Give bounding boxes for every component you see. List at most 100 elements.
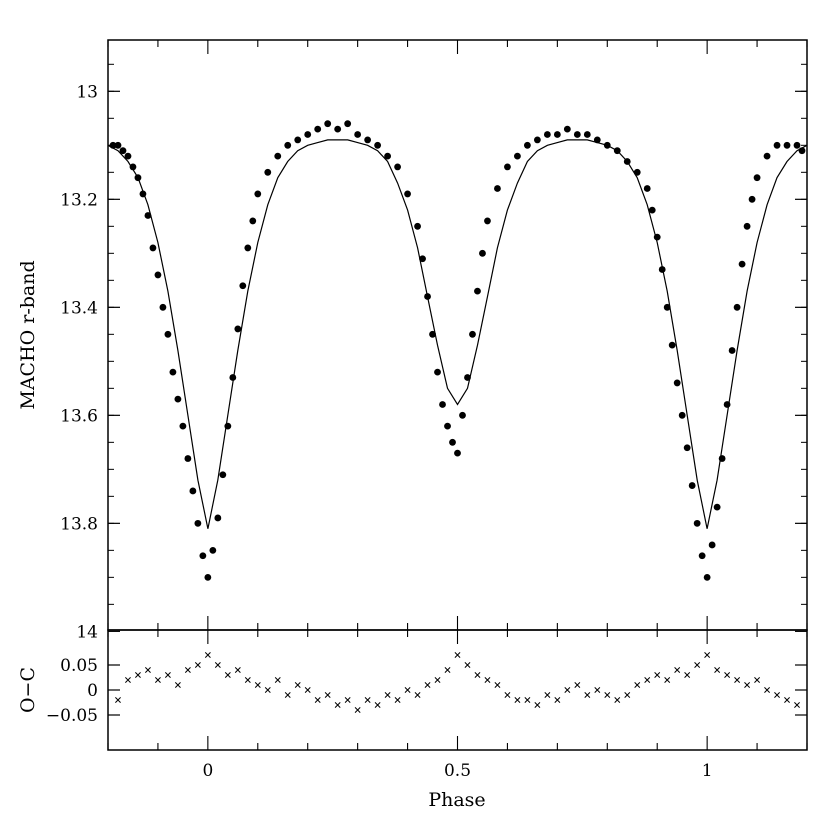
photometry-point (419, 255, 426, 263)
y-tick-label: 13 (76, 82, 98, 102)
photometry-point (658, 266, 666, 273)
x-tick-label: 1 (702, 761, 713, 781)
photometry-point (249, 217, 257, 225)
photometry-point (783, 141, 791, 149)
photometry-point (394, 163, 401, 171)
photometry-point (469, 330, 476, 338)
photometry-point (184, 455, 192, 462)
photometry-point (474, 287, 481, 295)
residuals-frame (107, 629, 808, 751)
residual-point (574, 682, 581, 688)
photometry-point (648, 206, 656, 214)
residual-point (714, 667, 721, 673)
photometry-point (404, 190, 411, 198)
residual-point (534, 702, 541, 708)
residual-point (634, 682, 641, 688)
residual-point (604, 692, 611, 698)
residual-point (374, 702, 381, 708)
photometry-point (718, 455, 726, 462)
photometry-point (274, 152, 282, 160)
residual-point (154, 677, 161, 683)
photometry-point (713, 503, 721, 511)
residual-point (144, 667, 151, 673)
photometry-point (563, 125, 571, 133)
residual-point (694, 662, 701, 668)
photometry-point (189, 487, 197, 495)
residual-point (204, 652, 211, 658)
photometry-point (434, 368, 441, 376)
residual-point (584, 692, 591, 698)
photometry-point (134, 174, 142, 182)
residual-point (384, 692, 391, 698)
residual-point (484, 677, 491, 683)
residual-point (244, 677, 251, 683)
photometry-point (239, 282, 247, 290)
photometry-point (553, 131, 561, 138)
residual-point (754, 677, 761, 683)
photometry-point (593, 136, 601, 144)
photometry-point (144, 212, 152, 219)
residual-point (744, 682, 751, 688)
residual-point (135, 672, 141, 678)
photometry-point (763, 152, 771, 160)
photometry-point (139, 190, 147, 198)
photometry-point (678, 411, 686, 419)
photometry-point (384, 152, 391, 160)
photometry-point (653, 233, 661, 241)
residual-point (324, 692, 331, 698)
photometry-point (673, 379, 681, 387)
photometry-point (439, 401, 446, 408)
residual-point (594, 687, 601, 693)
photometry-point (129, 163, 137, 171)
photometry-point (464, 374, 471, 381)
residual-point (234, 667, 241, 673)
photometry-point (429, 330, 436, 338)
photometry-point (314, 125, 322, 133)
residual-point (774, 692, 780, 698)
residual-points (115, 652, 800, 713)
photometry-point (643, 185, 651, 192)
photometry-point (214, 514, 222, 522)
photometry-point (688, 482, 696, 489)
residual-point (274, 677, 281, 683)
light-curve-y-ticks: 13 13.2 13.4 13.6 13.8 14 (60, 63, 807, 642)
photometry-point (364, 136, 372, 144)
y-tick-label: 13.6 (60, 406, 98, 426)
residual-point (364, 697, 371, 703)
y-tick-label: 13.2 (60, 190, 98, 210)
photometry-point (209, 546, 217, 554)
photometry-point (159, 303, 167, 311)
photometry-point (703, 573, 711, 581)
residual-point (684, 672, 691, 678)
photometry-point (294, 136, 302, 144)
photometry-point (229, 374, 237, 381)
photometry-point (344, 120, 352, 128)
photometry-point (683, 444, 691, 452)
light-curve-frame (107, 39, 808, 631)
residual-point (544, 692, 551, 698)
photometry-point (793, 141, 801, 149)
photometry-point (663, 303, 671, 311)
photometry-point (304, 131, 312, 138)
photometry-point (633, 168, 641, 176)
photometry-point (374, 141, 382, 149)
photometry-point (748, 195, 756, 203)
photometry-point (204, 573, 212, 581)
photometry-point (254, 190, 262, 198)
residual-point (794, 702, 800, 708)
photometry-point (154, 271, 162, 279)
residuals-y-ticks: 0.05 0 −0.05 (46, 656, 807, 726)
residual-point (115, 697, 121, 703)
photometry-point (613, 147, 621, 155)
residual-point (444, 667, 451, 673)
photometry-point (109, 141, 117, 149)
y-axis-title: MACHO r-band (17, 260, 39, 409)
photometry-point (179, 422, 187, 430)
residual-point (304, 687, 311, 693)
residual-point (504, 692, 511, 698)
residual-point (464, 662, 471, 668)
photometry-point (174, 395, 182, 403)
residual-point (334, 702, 341, 708)
residual-point (424, 682, 431, 688)
photometry-point (354, 131, 362, 138)
